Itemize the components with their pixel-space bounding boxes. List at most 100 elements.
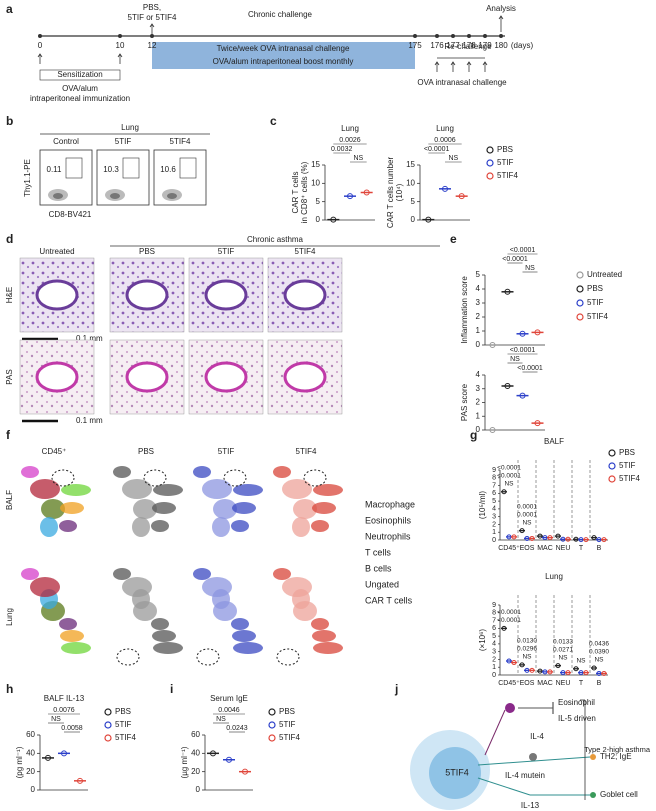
legend-marker	[576, 271, 584, 279]
tsne-cluster	[30, 479, 60, 499]
tsne-cluster	[21, 568, 39, 580]
mean-dot	[504, 383, 511, 389]
label: 10.6	[160, 165, 176, 174]
tsne-cluster	[122, 479, 152, 499]
x-tick-label: EOS	[520, 680, 535, 687]
y-tick-label: 1	[476, 326, 481, 335]
legend-label: PBS	[619, 448, 635, 457]
target	[590, 754, 596, 760]
y-label: (10⁵/ml)	[478, 491, 487, 520]
p-value: <0.0001	[502, 256, 528, 263]
p-value: NS	[353, 155, 363, 162]
legend-label: B cells	[365, 563, 392, 573]
panel-label: f	[6, 428, 11, 442]
p-value: 0.0243	[226, 725, 248, 732]
tsne-cluster	[193, 466, 211, 478]
label: OVA intranasal challenge	[417, 78, 507, 87]
y-tick-label: 6	[492, 625, 496, 632]
legend-label: 5TIF	[619, 461, 636, 470]
x-tick-label: T	[579, 680, 584, 687]
p-value: 0.0390	[589, 649, 609, 656]
tsne-cluster	[202, 479, 232, 499]
signal	[477, 756, 591, 766]
p-value: <0.0001	[497, 472, 521, 479]
gate-circle	[116, 648, 140, 666]
legend-label: 5TIF	[115, 720, 132, 729]
y-label: (×10⁶)	[478, 629, 487, 652]
legend-label: 5TIF4	[619, 474, 640, 483]
y-tick-label: 5	[476, 270, 481, 279]
y-label: in CD8⁺ cells (%)	[300, 161, 309, 223]
legend-marker	[608, 449, 616, 457]
arrow-head	[482, 61, 488, 66]
tsne-cluster	[152, 630, 176, 642]
label: Eosinophil	[558, 698, 595, 707]
tsne-cluster	[212, 517, 230, 537]
legend-marker	[576, 285, 584, 293]
tsne-cluster	[122, 577, 152, 597]
y-label: (µg ml⁻¹)	[180, 746, 189, 778]
tsne-cluster	[273, 466, 291, 478]
y-label: PAS score	[460, 383, 469, 421]
mutein	[529, 753, 537, 761]
label: PBS,	[143, 3, 161, 12]
label: PBS	[139, 247, 155, 256]
airway	[35, 279, 79, 311]
label: Analysis	[486, 4, 516, 13]
legend-marker	[486, 159, 494, 167]
legend-label: T cells	[365, 547, 391, 557]
legend-label: CAR T cells	[365, 595, 413, 605]
timeline-point	[483, 34, 487, 38]
cell-cloud-core	[167, 193, 177, 199]
label: 178	[462, 41, 476, 50]
tsne-cluster	[41, 499, 65, 519]
label: 180	[494, 41, 508, 50]
p-value: 0.0006	[434, 137, 456, 144]
mean-dot	[458, 193, 465, 200]
tsne-cluster	[30, 577, 60, 597]
label: intraperitoneal immunization	[30, 94, 130, 103]
y-label: CAR T cells number	[386, 157, 395, 229]
p-value: 0.0058	[61, 725, 83, 732]
y-tick-label: 7	[492, 482, 496, 489]
airway	[283, 279, 327, 311]
y-tick-label: 0	[316, 215, 321, 224]
label: 5TIF4	[445, 767, 469, 777]
label: TH2; IgE	[600, 752, 632, 761]
tsne-cluster	[282, 577, 312, 597]
tsne-cluster	[61, 484, 91, 496]
mean-dot	[425, 216, 432, 223]
label: Lung	[5, 608, 14, 626]
mean-dot	[226, 756, 232, 763]
label: Lung	[121, 123, 139, 132]
legend-marker	[576, 313, 584, 321]
y-label: (pg ml⁻¹)	[15, 746, 24, 778]
y-tick-label: 15	[311, 160, 320, 169]
label: 10.3	[103, 165, 119, 174]
label: IL-4	[530, 732, 544, 741]
mean-dot	[347, 193, 353, 200]
x-tick-label: MAC	[537, 680, 553, 687]
tsne-cluster	[132, 517, 150, 537]
mean-dot	[504, 288, 511, 295]
label: 5TIF4	[296, 447, 317, 456]
legend-marker	[486, 146, 494, 154]
x-tick-label: B	[597, 680, 602, 687]
x-tick-label: T	[579, 545, 584, 552]
legend-label: 5TIF4	[279, 733, 300, 742]
timeline-point	[118, 34, 122, 38]
tsne-cluster	[193, 568, 211, 580]
timeline-point	[499, 34, 503, 38]
legend-marker	[268, 708, 276, 716]
y-tick-label: 3	[492, 514, 496, 521]
plot-title: Lung	[341, 124, 359, 133]
label: 5TIF4	[295, 247, 316, 256]
label: BALF	[5, 490, 14, 510]
airway	[204, 361, 248, 393]
label: 12	[148, 41, 157, 50]
mean-dot	[61, 750, 67, 757]
y-tick-label: 5	[411, 197, 416, 206]
tsne-cluster	[311, 520, 329, 532]
tsne-cluster	[273, 568, 291, 580]
y-tick-label: 40	[26, 748, 35, 757]
